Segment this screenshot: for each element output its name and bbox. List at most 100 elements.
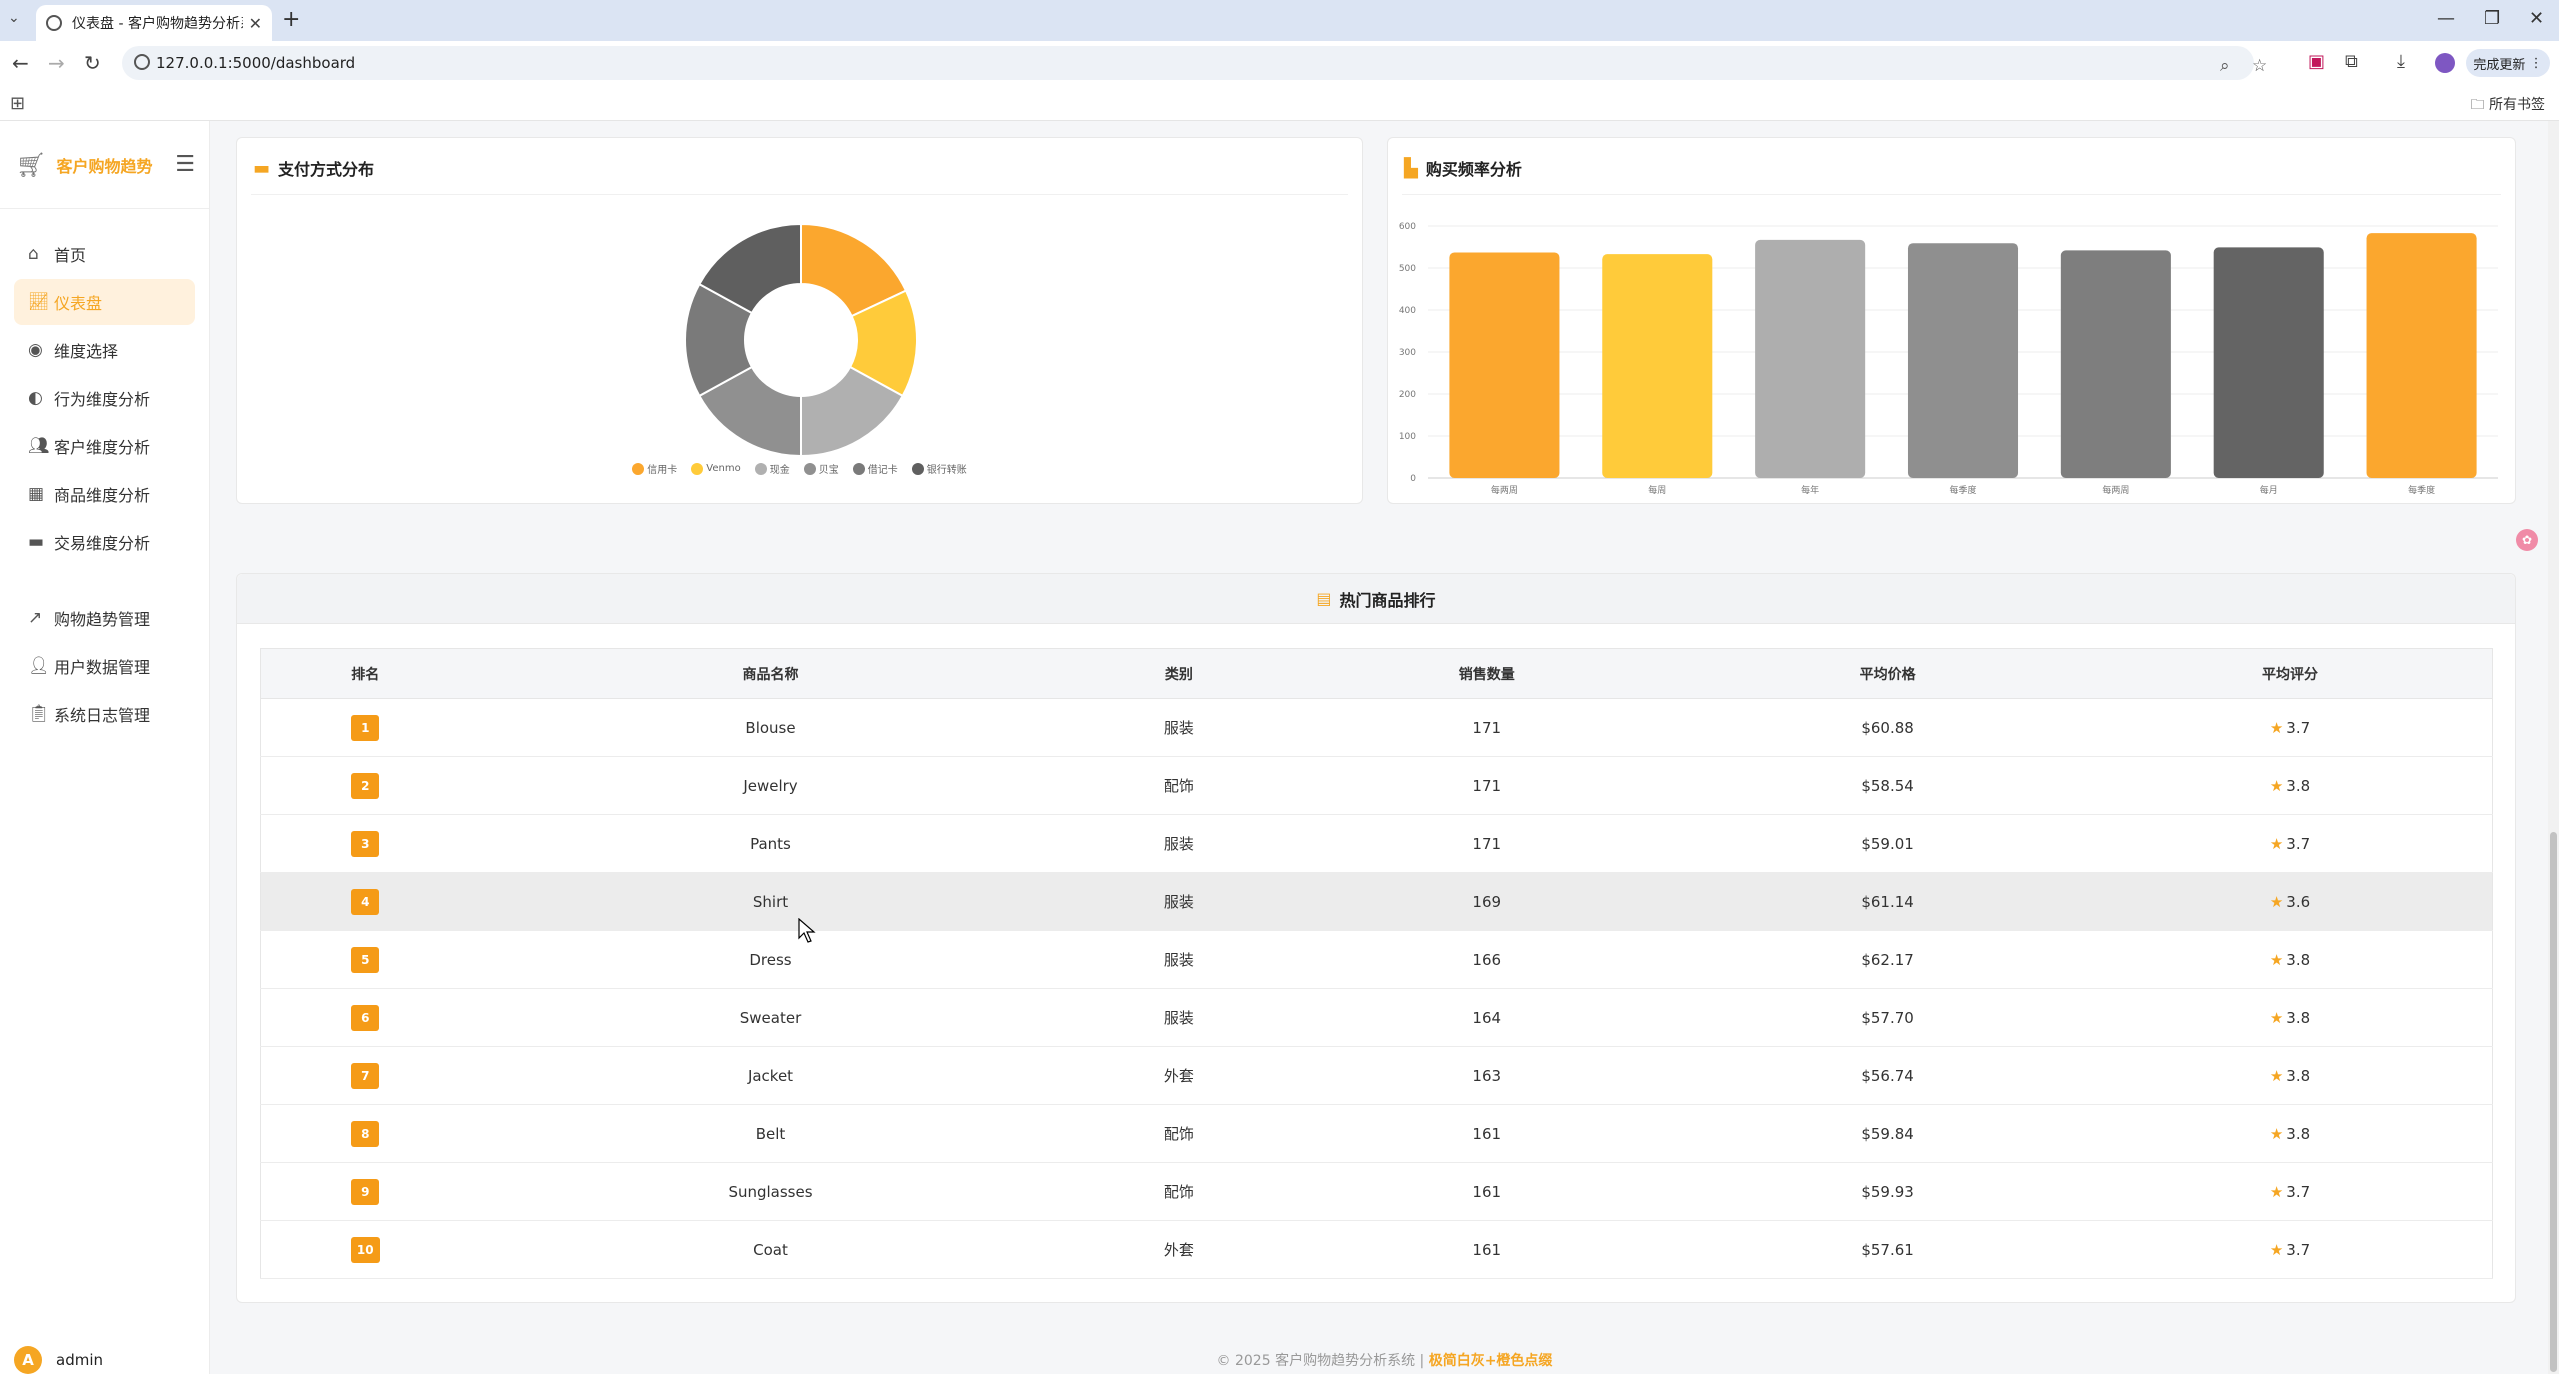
menu-toggle-icon[interactable]: ☰ [175, 152, 195, 177]
bookmark-star-icon[interactable]: ☆ [2252, 56, 2268, 76]
col-avg-rating[interactable]: 平均评分 [2088, 648, 2493, 699]
legend-item[interactable]: 信用卡 [632, 461, 677, 476]
all-bookmarks[interactable]: 🗀 所有书签 [2470, 97, 2545, 113]
y-tick-label: 100 [1399, 432, 1416, 442]
credit-card-icon: ▬ [253, 157, 271, 179]
table-row[interactable]: 2 Jewelry 配饰 171 $58.54 ★ 3.8 [260, 756, 2493, 815]
globe-icon [46, 15, 62, 31]
home-icon: ⌂ [28, 244, 39, 264]
table-row[interactable]: 3 Pants 服装 171 $59.01 ★ 3.7 [260, 814, 2493, 873]
legend-item[interactable]: 借记卡 [852, 461, 898, 476]
extensions-puzzle-icon[interactable]: ⧉ [2345, 51, 2358, 72]
star-icon: ★ [2269, 1124, 2284, 1143]
legend-item[interactable]: 贝宝 [803, 461, 839, 476]
update-button[interactable]: 完成更新 ⋮ [2466, 49, 2550, 77]
table-row[interactable]: 4 Shirt 服装 169 $61.14 ★ 3.6 [260, 872, 2493, 931]
minimize-icon[interactable]: — [2437, 8, 2455, 29]
table-row[interactable]: 8 Belt 配饰 161 $59.84 ★ 3.8 [260, 1104, 2493, 1163]
window-close-icon[interactable]: ✕ [2529, 8, 2545, 29]
extension-icon[interactable]: ▣ [2308, 51, 2326, 72]
bar[interactable] [1449, 252, 1560, 478]
table-row[interactable]: 9 Sunglasses 配饰 161 $59.93 ★ 3.7 [260, 1162, 2493, 1221]
address-bar[interactable]: 127.0.0.1:5000/dashboard ⌕ ☆ [122, 46, 2267, 80]
rank-badge: 1 [351, 714, 380, 741]
sidebar-item-customer[interactable]: 👥︎ 客户维度分析 [14, 423, 195, 469]
legend-swatch [754, 462, 767, 475]
legend-swatch [852, 462, 865, 475]
table-row[interactable]: 6 Sweater 服装 164 $57.70 ★ 3.8 [260, 988, 2493, 1047]
new-tab-icon[interactable]: + [282, 7, 301, 32]
sidebar-item-dashboard[interactable]: 📈︎ 仪表盘 [14, 279, 195, 325]
forward-icon[interactable]: → [48, 51, 65, 75]
tab-search-icon[interactable]: ⌄ [8, 10, 20, 26]
profile-avatar-icon[interactable] [2435, 53, 2455, 73]
chart-line-icon: 📈︎ [28, 292, 50, 312]
legend-item[interactable]: Venmo [691, 461, 741, 476]
card-title: ▬ 支付方式分布 [253, 156, 374, 180]
avg-rating: 3.8 [2286, 1008, 2311, 1027]
col-category[interactable]: 类别 [1071, 648, 1287, 699]
sales-qty: 161 [1472, 1124, 1502, 1143]
sidebar-item-label: 交易维度分析 [54, 534, 151, 553]
floating-assistant-icon[interactable]: ✿ [2516, 529, 2538, 551]
browser-tab[interactable]: 仪表盘 - 客户购物趋势分析系统 ✕ [36, 5, 272, 41]
restore-icon[interactable]: ❐ [2484, 8, 2501, 29]
bar[interactable] [2213, 247, 2324, 478]
scrollbar[interactable] [2548, 121, 2559, 1374]
sidebar-item-dimension-select[interactable]: ◉ 维度选择 [14, 327, 195, 373]
product-name: Belt [755, 1124, 786, 1143]
sidebar-item-user-mgmt[interactable]: 👤︎ 用户数据管理 [14, 643, 195, 689]
payment-donut-chart [684, 222, 918, 458]
sidebar-item-product[interactable]: ▦ 商品维度分析 [14, 471, 195, 517]
footer-text: © 2025 客户购物趋势分析系统 | [1216, 1353, 1429, 1369]
tab-title: 仪表盘 - 客户购物趋势分析系统 [72, 16, 243, 32]
bar[interactable] [1602, 254, 1713, 478]
legend-swatch [803, 462, 816, 475]
bar[interactable] [1907, 243, 2019, 478]
bar[interactable] [2060, 250, 2171, 478]
pie-slice[interactable] [697, 222, 802, 315]
sidebar-item-behavior[interactable]: ◐ 行为维度分析 [14, 375, 195, 421]
sidebar-item-trend-mgmt[interactable]: ↗ 购物趋势管理 [14, 595, 195, 641]
reload-icon[interactable]: ↻ [84, 51, 101, 75]
table-cell: ★ 3.7 [2088, 814, 2493, 873]
product-name: Jacket [747, 1066, 794, 1085]
legend-item[interactable]: 现金 [754, 461, 790, 476]
table-cell: 164 [1286, 988, 1688, 1047]
avatar: A [14, 1346, 42, 1374]
table-row[interactable]: 5 Dress 服装 166 $62.17 ★ 3.8 [260, 930, 2493, 989]
table-cell: 3 [260, 814, 470, 873]
sidebar-item-label: 购物趋势管理 [54, 610, 151, 629]
table-cell: 服装 [1071, 698, 1287, 757]
trend-icon: ↗ [28, 608, 43, 628]
legend-item[interactable]: 银行转账 [911, 461, 967, 476]
download-icon[interactable]: ⤓ [2397, 51, 2405, 72]
bar[interactable] [1755, 239, 1866, 478]
table-cell: 1 [260, 698, 470, 757]
rank-badge: 6 [351, 1004, 380, 1031]
zoom-icon[interactable]: ⌕ [2220, 56, 2230, 76]
table-row[interactable]: 10 Coat 外套 161 $57.61 ★ 3.7 [260, 1220, 2493, 1279]
sidebar-item-log-mgmt[interactable]: 📋︎ 系统日志管理 [14, 691, 195, 737]
col-avg-price[interactable]: 平均价格 [1687, 648, 2089, 699]
apps-grid-icon[interactable]: ⊞ [10, 93, 26, 114]
table-row[interactable]: 7 Jacket 外套 163 $56.74 ★ 3.8 [260, 1046, 2493, 1105]
col-sales-qty[interactable]: 销售数量 [1286, 648, 1688, 699]
table-row[interactable]: 1 Blouse 服装 171 $60.88 ★ 3.7 [260, 698, 2493, 757]
y-tick-label: 0 [1410, 474, 1416, 484]
table-cell: 2 [260, 756, 470, 815]
table-cell: 外套 [1071, 1220, 1287, 1279]
bar[interactable] [2366, 233, 2477, 478]
site-info-icon[interactable] [134, 54, 150, 70]
close-tab-icon[interactable]: ✕ [248, 13, 262, 33]
back-icon[interactable]: ← [12, 51, 29, 75]
sales-qty: 164 [1472, 1008, 1502, 1027]
col-rank[interactable]: 排名 [260, 648, 470, 699]
sidebar-item-transaction[interactable]: ▬ 交易维度分析 [14, 519, 195, 565]
scrollbar-thumb[interactable] [2550, 832, 2557, 1372]
user-profile[interactable]: A admin [14, 1346, 103, 1374]
rank-badge: 5 [351, 946, 380, 973]
col-product-name[interactable]: 商品名称 [469, 648, 1072, 699]
sidebar-item-home[interactable]: ⌂ 首页 [14, 231, 195, 277]
avg-price: $59.01 [1861, 834, 1914, 853]
